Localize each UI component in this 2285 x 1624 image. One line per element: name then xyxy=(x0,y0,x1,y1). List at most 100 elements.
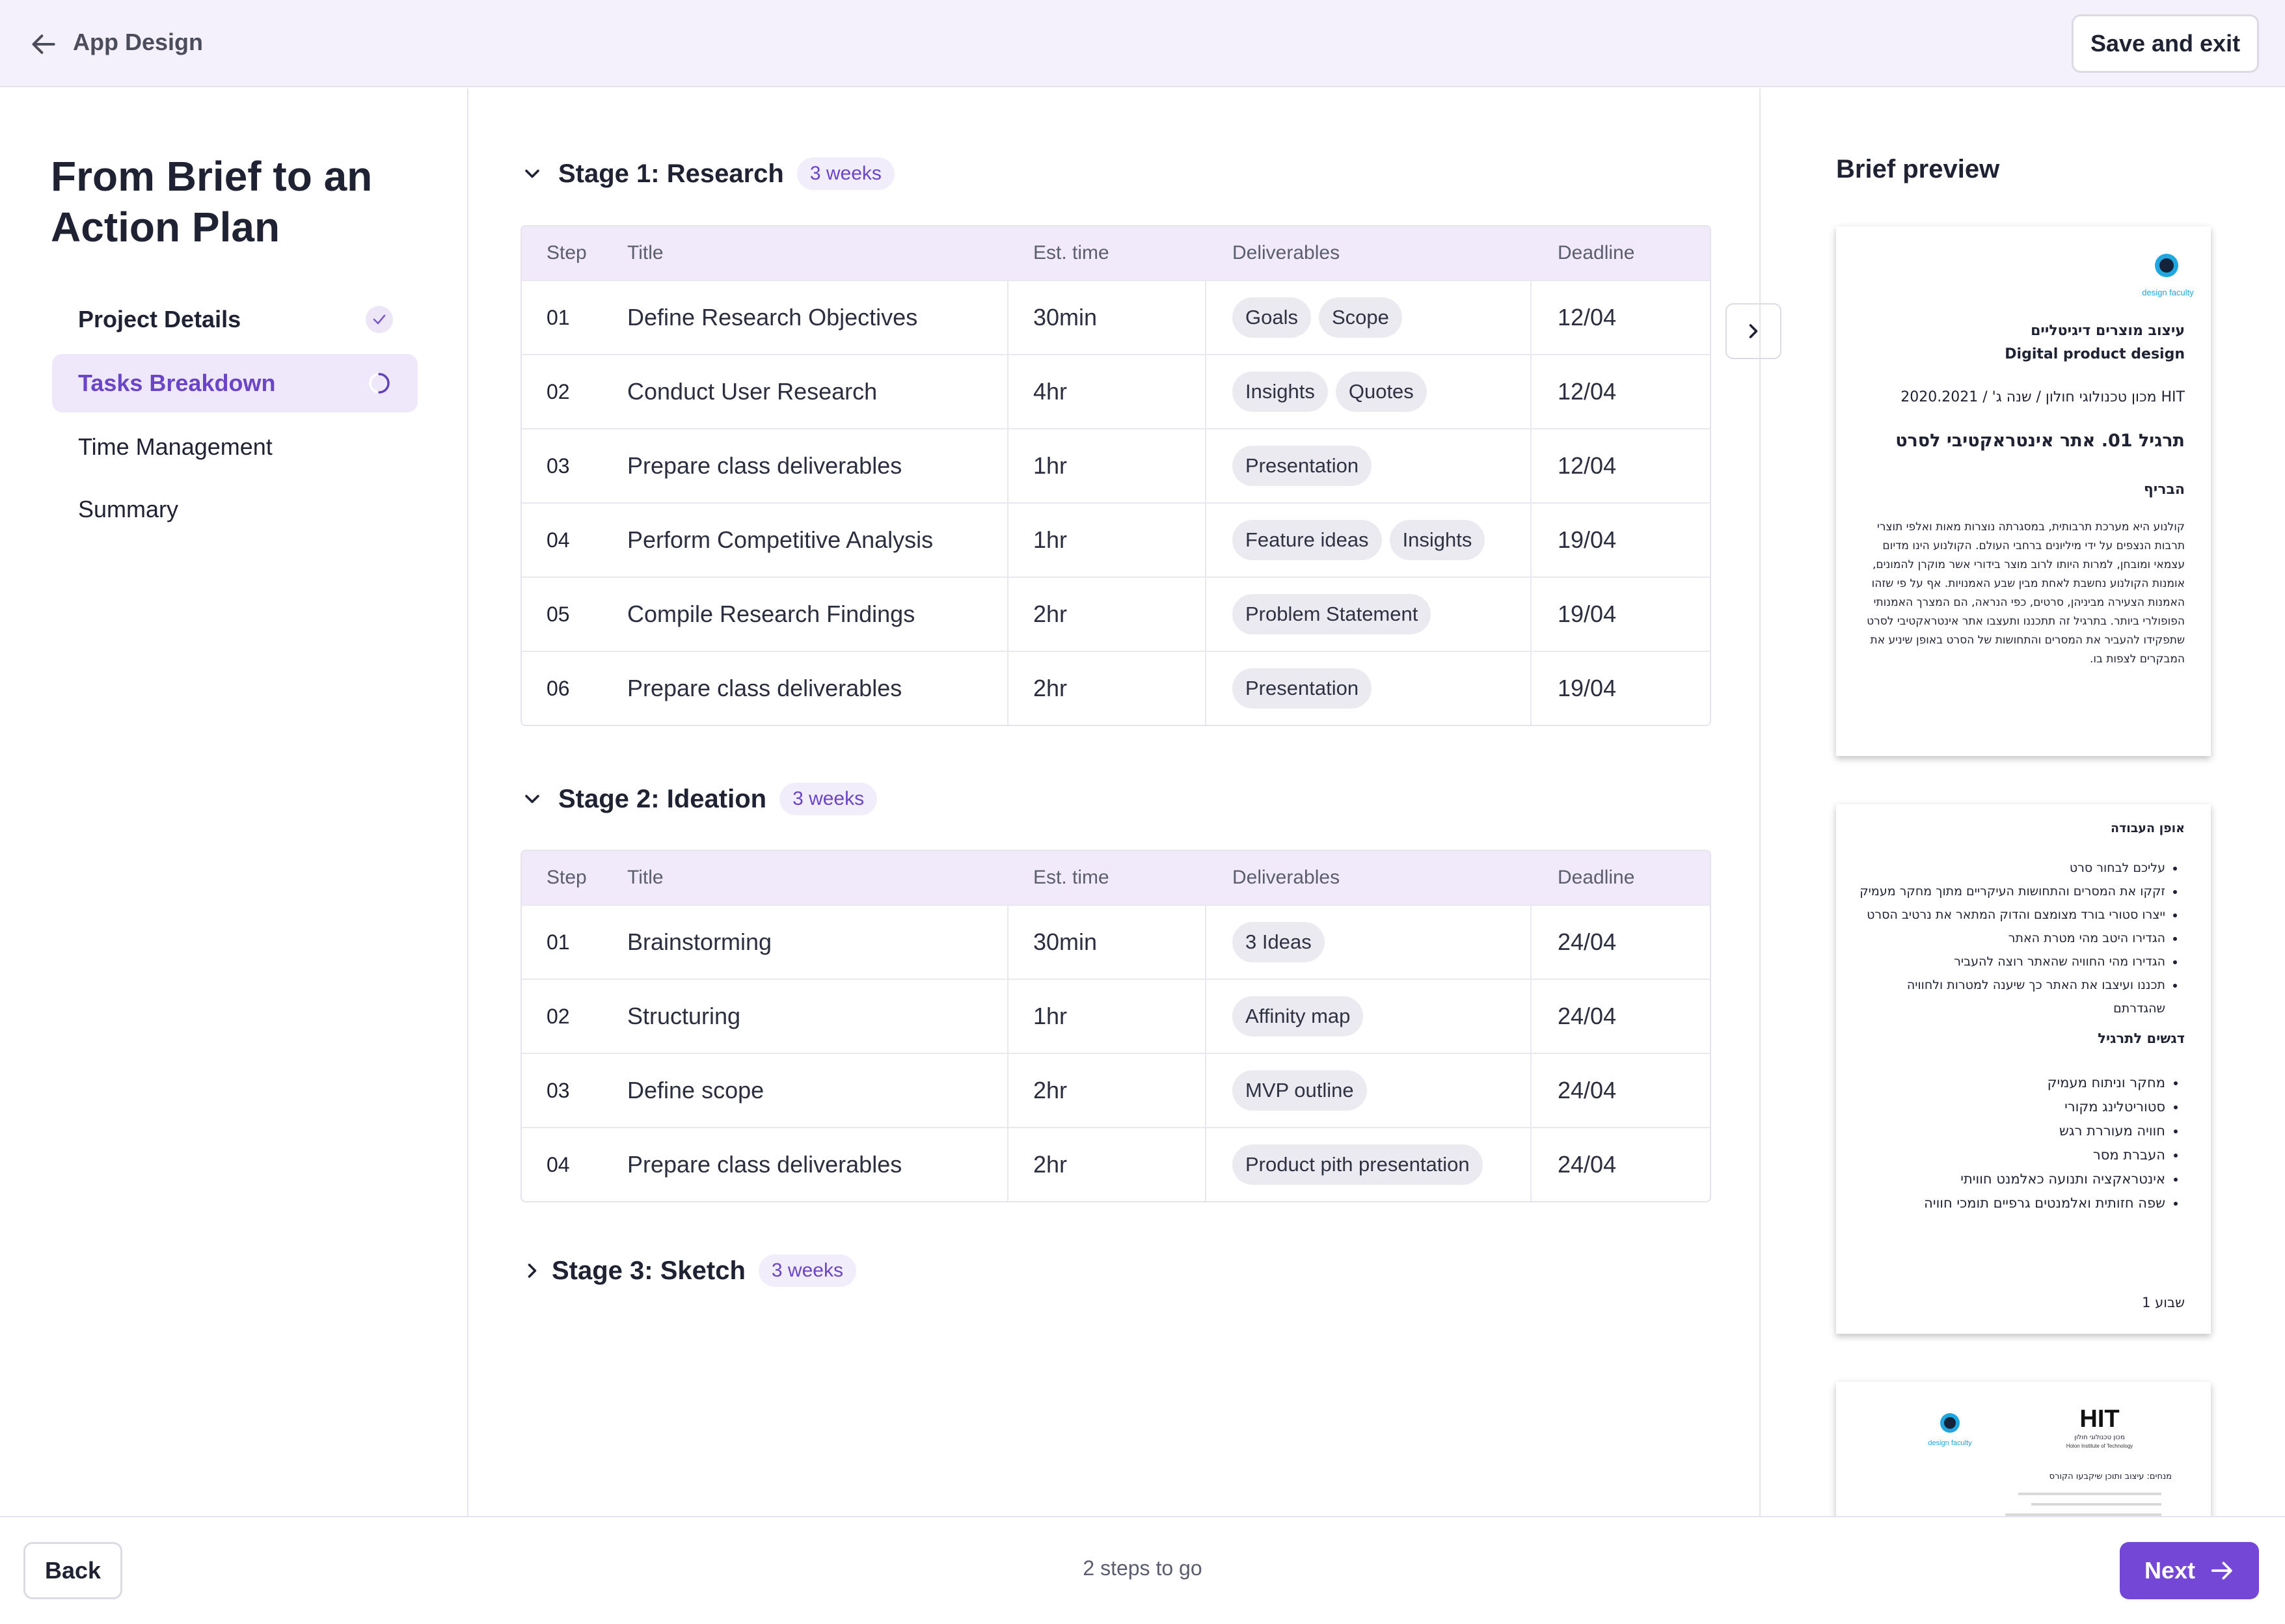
table-row[interactable]: 04 Prepare class deliverables 2hr Produc… xyxy=(522,1127,1710,1201)
brief-page-3[interactable]: design faculty HIT מכון טכנולוגי חולון H… xyxy=(1836,1382,2211,1517)
deliverables: 3 Ideas xyxy=(1232,906,1332,979)
sidebar-item-tasks-breakdown[interactable]: Tasks Breakdown xyxy=(52,354,418,413)
column-header-title: Title xyxy=(627,242,664,264)
app-title-link[interactable]: App Design xyxy=(73,29,204,55)
sidebar-item-label: Tasks Breakdown xyxy=(78,370,276,396)
sidebar-item-project-details[interactable]: Project Details xyxy=(52,290,418,349)
doc-text-placeholder xyxy=(2031,1503,2161,1506)
column-divider xyxy=(1007,1128,1008,1201)
chevron-right-icon xyxy=(1749,324,1758,338)
doc-heading: דגשים לתרגיל xyxy=(2098,1031,2185,1046)
column-divider xyxy=(1205,906,1206,979)
chevron-right-icon[interactable] xyxy=(521,1259,544,1282)
steps-remaining-text: 2 steps to go xyxy=(1083,1556,1202,1580)
column-divider xyxy=(1530,281,1532,354)
doc-list: עליכם לבחור סרט זקקו את המסרים והתחושות … xyxy=(1853,856,2185,1020)
column-divider xyxy=(1205,429,1206,502)
save-and-exit-button[interactable]: Save and exit xyxy=(2072,14,2259,73)
est-time: 1hr xyxy=(1033,1003,1068,1029)
table-row[interactable]: 01 Define Research Objectives 30min Goal… xyxy=(522,280,1710,354)
hit-logo-subtitle-en: Holon Institute of Technology xyxy=(2066,1443,2133,1449)
table-row[interactable]: 04 Perform Competitive Analysis 1hr Feat… xyxy=(522,502,1710,576)
column-divider xyxy=(1205,980,1206,1053)
table-scroll-right-button[interactable] xyxy=(1725,303,1781,359)
est-time: 1hr xyxy=(1033,452,1068,479)
deliverable-chip: Feature ideas xyxy=(1232,520,1382,560)
step-number: 02 xyxy=(547,379,570,403)
column-header-deliverables: Deliverables xyxy=(1232,242,1340,264)
logo-text: design faculty xyxy=(2142,288,2194,297)
deliverables: Affinity map xyxy=(1232,980,1371,1053)
deadline: 24/04 xyxy=(1558,1151,1617,1178)
design-faculty-logo xyxy=(1940,1413,1960,1433)
brief-page-1[interactable]: design faculty עיצוב מוצרים דיגיטליים Di… xyxy=(1836,226,2211,756)
stage-1-header[interactable]: Stage 1: Research 3 weeks xyxy=(521,157,895,190)
deadline: 24/04 xyxy=(1558,1077,1617,1103)
deliverable-chip: Quotes xyxy=(1335,372,1427,412)
check-icon xyxy=(366,306,393,333)
stage-3-header[interactable]: Stage 3: Sketch 3 weeks xyxy=(521,1254,856,1287)
table-row[interactable]: 03 Prepare class deliverables 1hr Presen… xyxy=(522,428,1710,502)
deadline: 24/04 xyxy=(1558,928,1617,955)
stage-2-header[interactable]: Stage 2: Ideation 3 weeks xyxy=(521,783,878,815)
task-title: Brainstorming xyxy=(627,928,772,955)
est-time: 30min xyxy=(1033,304,1098,331)
step-number: 01 xyxy=(547,930,570,954)
list-item: הגדירו מהי החוויה שהאתר רוצה להעביר xyxy=(1853,950,2165,973)
task-title: Prepare class deliverables xyxy=(627,675,902,701)
deliverables: Insights Quotes xyxy=(1232,355,1435,428)
sidebar-item-time-management[interactable]: Time Management xyxy=(52,418,418,476)
deadline: 19/04 xyxy=(1558,675,1617,701)
est-time: 4hr xyxy=(1033,378,1068,405)
doc-text-placeholder xyxy=(2018,1493,2161,1495)
task-title: Prepare class deliverables xyxy=(627,1151,902,1178)
column-divider xyxy=(1530,1128,1532,1201)
column-divider xyxy=(1007,1054,1008,1127)
table-row[interactable]: 03 Define scope 2hr MVP outline 24/04 xyxy=(522,1053,1710,1127)
est-time: 2hr xyxy=(1033,675,1068,701)
top-bar: App Design Save and exit xyxy=(0,0,2285,87)
table-row[interactable]: 02 Structuring 1hr Affinity map 24/04 xyxy=(522,979,1710,1053)
column-header-est-time: Est. time xyxy=(1033,242,1109,264)
next-button[interactable]: Next xyxy=(2120,1542,2259,1599)
brief-preview-panel: design faculty עיצוב מוצרים דיגיטליים Di… xyxy=(1759,88,2285,1517)
deliverables: Presentation xyxy=(1232,429,1379,502)
sidebar-item-label: Project Details xyxy=(78,306,241,332)
back-button[interactable]: Back xyxy=(23,1542,122,1599)
task-title: Structuring xyxy=(627,1003,741,1029)
hit-logo: HIT xyxy=(2079,1405,2120,1433)
doc-line: עיצוב מוצרים דיגיטליים xyxy=(2031,323,2185,339)
deliverable-chip: Insights xyxy=(1232,372,1328,412)
step-number: 05 xyxy=(547,602,570,626)
table-row[interactable]: 02 Conduct User Research 4hr Insights Qu… xyxy=(522,354,1710,428)
back-arrow-icon[interactable] xyxy=(30,30,59,59)
step-number: 03 xyxy=(547,1078,570,1102)
table-row[interactable]: 01 Brainstorming 30min 3 Ideas 24/04 xyxy=(522,904,1710,979)
stage-title: Stage 1: Research xyxy=(558,159,784,188)
est-time: 1hr xyxy=(1033,526,1068,553)
doc-list: מחקר וניתוח מעמיק סטוריטלינג מקורי חוויה… xyxy=(1853,1071,2185,1215)
column-divider xyxy=(1530,578,1532,651)
brief-page-2[interactable]: אופן העבודה עליכם לבחור סרט זקקו את המסר… xyxy=(1836,804,2211,1334)
page-title: From Brief to an Action Plan xyxy=(51,153,373,250)
deliverable-chip: Presentation xyxy=(1232,446,1372,486)
sidebar-item-summary[interactable]: Summary xyxy=(52,480,418,539)
duration-badge: 3 weeks xyxy=(758,1254,856,1287)
column-header-step: Step xyxy=(547,242,587,264)
chevron-down-icon[interactable] xyxy=(521,787,544,811)
column-divider xyxy=(1007,429,1008,502)
column-divider xyxy=(1007,652,1008,725)
deliverables: Goals Scope xyxy=(1232,281,1410,354)
logo-text: design faculty xyxy=(1928,1439,1972,1447)
chevron-down-icon[interactable] xyxy=(521,162,544,185)
step-number: 06 xyxy=(547,676,570,700)
deliverable-chip: MVP outline xyxy=(1232,1070,1367,1111)
step-number: 02 xyxy=(547,1004,570,1028)
list-item: ייצרו סטורי בורד מצומצם והדוק המתאר את נ… xyxy=(1853,903,2165,927)
doc-subheading: הבריף xyxy=(2143,481,2185,498)
duration-badge: 3 weeks xyxy=(779,783,878,815)
table-row[interactable]: 05 Compile Research Findings 2hr Problem… xyxy=(522,576,1710,651)
table-row[interactable]: 06 Prepare class deliverables 2hr Presen… xyxy=(522,651,1710,725)
footer-bar: Back 2 steps to go Next xyxy=(0,1516,2285,1624)
task-title: Prepare class deliverables xyxy=(627,452,902,479)
